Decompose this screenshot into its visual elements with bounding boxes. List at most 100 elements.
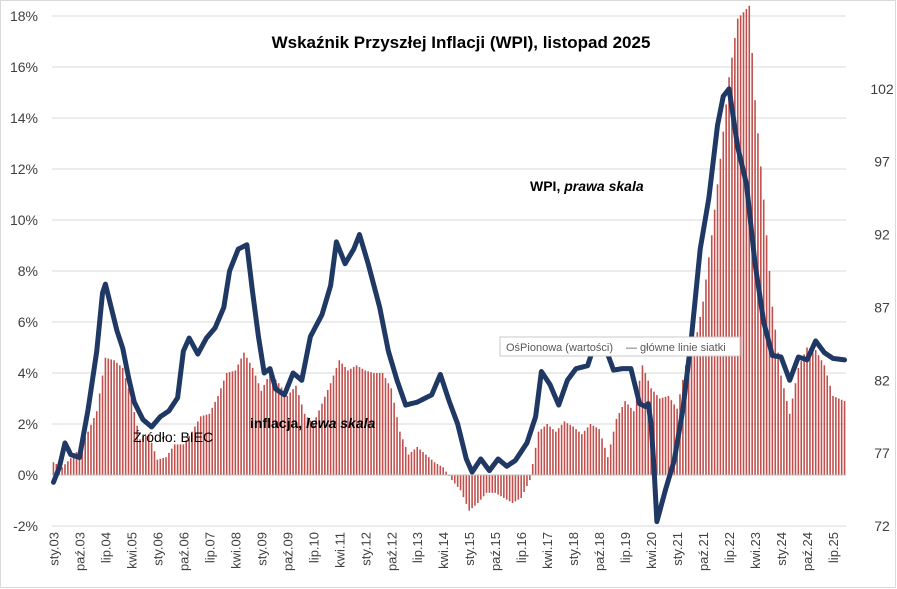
inflation-bar xyxy=(719,158,722,476)
inflation-bar xyxy=(641,365,644,475)
x-tick-label: paź.15 xyxy=(488,532,503,571)
inflation-bar xyxy=(147,434,150,475)
inflation-bar xyxy=(214,401,216,475)
inflation-bar xyxy=(586,427,589,475)
x-tick-label: sty.09 xyxy=(254,532,269,566)
inflation-bar xyxy=(780,375,782,475)
inflation-bar xyxy=(326,390,329,475)
inflation-bar xyxy=(407,454,410,475)
inflation-bar xyxy=(517,475,520,500)
inflation-bar xyxy=(529,475,531,481)
inflation-bar xyxy=(604,447,606,475)
inflation-bar xyxy=(436,463,439,475)
inflation-bar xyxy=(231,371,234,475)
inflation-bar xyxy=(119,365,121,475)
inflation-bar xyxy=(809,348,811,475)
inflation-bar xyxy=(422,452,424,475)
inflation-bar xyxy=(615,418,618,475)
inflation-bar xyxy=(578,431,580,475)
inflation-bar xyxy=(338,360,341,475)
x-tick-label: lip.04 xyxy=(98,532,113,563)
inflation-bar xyxy=(471,475,473,509)
inflation-bar xyxy=(607,457,609,475)
inflation-bar xyxy=(728,77,730,475)
inflation-bar xyxy=(537,431,540,475)
inflation-bar xyxy=(581,434,583,475)
axis-tooltip: OśPionowa (wartości) — główne linie siat… xyxy=(499,336,741,357)
inflation-bar xyxy=(248,362,251,475)
inflation-bar xyxy=(601,438,603,475)
inflation-bar xyxy=(479,475,482,500)
inflation-bar xyxy=(428,457,430,475)
inflation-bar xyxy=(739,15,742,476)
inflation-bar xyxy=(110,359,112,475)
right-tick-label: 97 xyxy=(874,154,890,170)
inflation-bar xyxy=(191,431,193,475)
inflation-bar xyxy=(381,373,384,475)
inflation-bar xyxy=(754,100,756,476)
x-tick-label: paź.18 xyxy=(592,532,607,571)
left-tick-label: 6% xyxy=(18,314,38,330)
inflation-bar xyxy=(390,388,393,475)
inflation-bar xyxy=(413,449,416,475)
inflation-bar xyxy=(127,388,130,475)
inflation-bar xyxy=(462,475,465,498)
x-tick-label: paź.09 xyxy=(280,532,295,571)
inflation-bar xyxy=(832,395,834,475)
left-tick-label: 10% xyxy=(10,212,38,228)
inflation-bar xyxy=(742,12,745,476)
inflation-bar xyxy=(439,465,442,475)
x-tick-label: lip.07 xyxy=(202,532,217,563)
inflation-bar xyxy=(647,380,650,475)
inflation-bar xyxy=(251,367,254,475)
x-tick-label: sty.21 xyxy=(670,532,685,566)
inflation-bar xyxy=(165,457,167,475)
inflation-bar xyxy=(482,475,485,497)
x-tick-label: lip.19 xyxy=(618,532,633,563)
inflation-bar xyxy=(355,365,358,475)
inflation-bar xyxy=(814,350,817,475)
wpi-label-name: WPI, xyxy=(530,178,564,194)
x-tick-label: sty.15 xyxy=(462,532,477,566)
inflation-bar xyxy=(632,411,635,475)
inflation-bar xyxy=(716,184,719,476)
inflation-bar xyxy=(511,475,514,504)
inflation-bar xyxy=(693,347,696,475)
inflation-bar xyxy=(829,385,831,475)
inflation-bar xyxy=(835,397,837,475)
wpi-label-axis: prawa skala xyxy=(563,178,644,194)
inflation-bar xyxy=(800,361,803,475)
x-tick-label: lip.10 xyxy=(306,532,321,563)
inflation-bar xyxy=(638,380,641,475)
inflation-bar xyxy=(734,38,736,475)
inflation-bar xyxy=(534,447,537,475)
inflation-bar xyxy=(352,367,355,475)
x-tick-label: sty.12 xyxy=(358,532,373,566)
inflation-bar xyxy=(453,475,456,484)
x-tick-label: sty.18 xyxy=(566,532,581,566)
inflation-bar xyxy=(555,431,557,475)
inflation-bar xyxy=(223,380,225,475)
inflation-bar xyxy=(289,392,291,475)
inflation-bar xyxy=(211,407,214,475)
x-tick-label: kwi.11 xyxy=(332,532,347,568)
inflation-bar xyxy=(812,349,814,475)
inflation-bar xyxy=(52,462,55,475)
inflation-bar xyxy=(794,383,797,475)
inflation-bar xyxy=(98,393,101,475)
x-tick-label: paź.06 xyxy=(176,532,191,571)
inflation-bar xyxy=(786,401,788,475)
inflation-bar xyxy=(777,352,779,475)
x-axis-ticks: sty.03 paź.03 lip.04 kwi.05 sty.06 paź.06 lip.… xyxy=(46,532,841,571)
inflation-bar xyxy=(612,431,615,475)
inflation-bar xyxy=(736,18,739,476)
inflation-bar xyxy=(257,383,260,475)
inflation-bar xyxy=(370,372,372,475)
wpi-line-group xyxy=(50,86,848,525)
inflation-bar xyxy=(503,475,505,498)
inflation-bar xyxy=(826,375,829,475)
inflation-bar xyxy=(618,412,621,475)
source-note: Źródło: BIEC xyxy=(133,429,213,445)
inflation-bar xyxy=(791,398,794,475)
inflation-bar xyxy=(627,404,629,475)
